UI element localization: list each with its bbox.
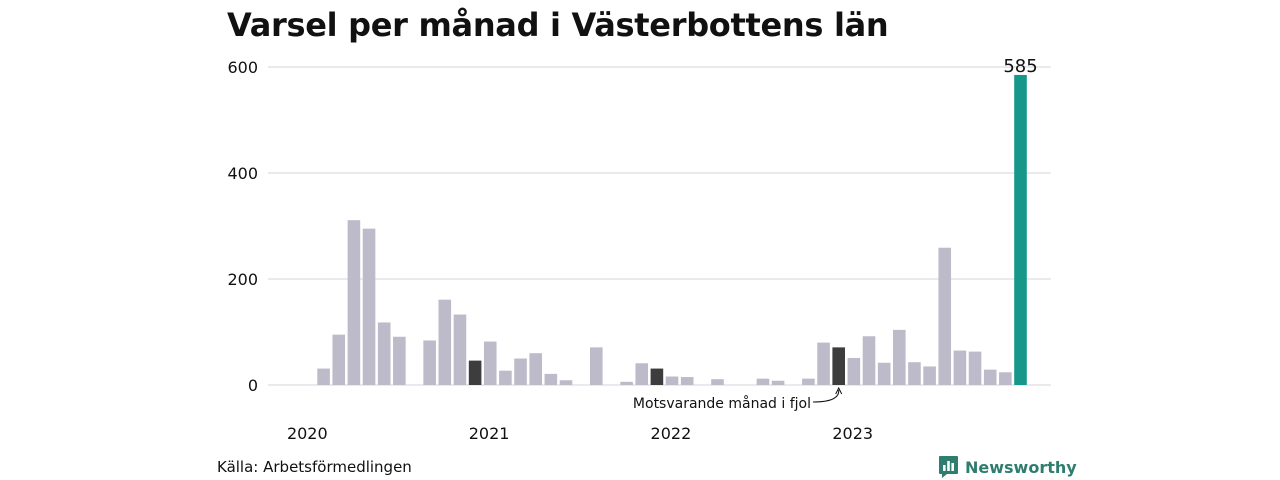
bar <box>362 228 376 385</box>
bar <box>423 340 436 385</box>
bar <box>953 350 967 385</box>
bar <box>923 366 936 385</box>
bar <box>938 247 952 385</box>
bars <box>317 74 1027 385</box>
bar-same-month-last-year <box>650 368 664 385</box>
bar-same-month-last-year <box>832 347 845 385</box>
x-tick-label: 2020 <box>287 424 328 443</box>
y-tick-label: 600 <box>227 58 258 77</box>
bar <box>438 299 452 385</box>
y-tick-label: 0 <box>248 376 258 395</box>
bar-same-month-last-year <box>468 360 482 385</box>
y-axis-ticks: 0 200 400 600 <box>227 58 258 395</box>
x-tick-label: 2023 <box>832 424 873 443</box>
x-tick-label: 2021 <box>469 424 510 443</box>
bar <box>559 380 573 385</box>
y-tick-label: 400 <box>227 164 258 183</box>
bar <box>817 342 830 385</box>
bar <box>756 378 770 385</box>
bar <box>393 336 406 385</box>
bar <box>665 376 679 385</box>
newsworthy-logo: Newsworthy <box>938 455 1077 479</box>
bar <box>893 329 906 385</box>
bar <box>877 362 891 385</box>
bar <box>453 314 467 385</box>
bar <box>514 358 527 385</box>
bar <box>377 322 391 385</box>
bar <box>908 362 921 385</box>
bar <box>862 336 876 385</box>
bar <box>802 378 815 385</box>
bar <box>483 341 497 385</box>
annotation-text: Motsvarande månad i fjol <box>633 395 811 412</box>
newsworthy-logo-icon <box>939 456 958 478</box>
bar <box>317 368 330 385</box>
bar <box>771 380 785 385</box>
bar <box>847 357 861 385</box>
bar <box>499 370 512 385</box>
x-tick-label: 2022 <box>651 424 692 443</box>
y-tick-label: 200 <box>227 270 258 289</box>
bar <box>529 353 542 385</box>
bar <box>711 379 724 385</box>
x-axis-year-labels: 2020 2021 2022 2023 <box>287 424 873 443</box>
bar <box>590 347 603 385</box>
bar-current-month <box>1014 74 1027 385</box>
annotation-arrow <box>812 389 840 403</box>
bar <box>680 377 694 385</box>
source-note: Källa: Arbetsförmedlingen <box>217 458 412 476</box>
brand-name: Newsworthy <box>965 457 1077 477</box>
labels: 585 Motsvarande månad i fjol <box>633 56 1038 412</box>
bar <box>999 372 1012 385</box>
annotation-arrowhead <box>835 386 843 395</box>
bar <box>347 220 361 385</box>
chart-title: Varsel per månad i Västerbottens län <box>227 6 889 44</box>
bar <box>332 334 346 385</box>
data-label-current: 585 <box>1003 56 1037 77</box>
bar <box>620 381 633 385</box>
bar <box>968 351 982 385</box>
bar <box>983 369 997 385</box>
bar <box>544 373 558 385</box>
bar <box>635 363 649 385</box>
